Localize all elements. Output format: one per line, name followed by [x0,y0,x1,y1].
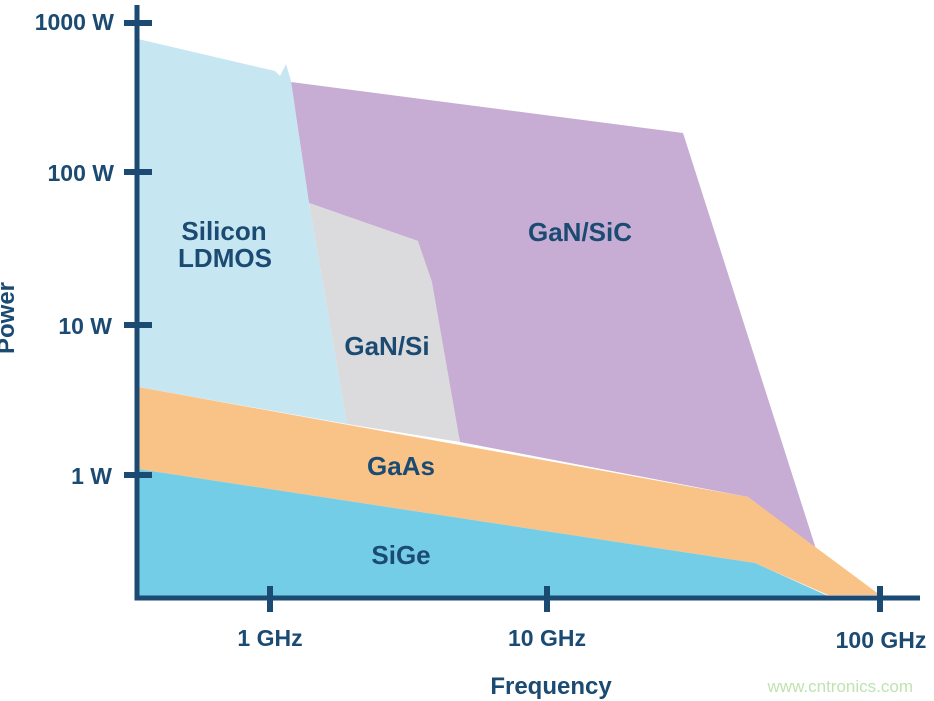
x-tick-label-100ghz: 100 GHz [836,627,927,653]
watermark-text: www.cntronics.com [767,677,913,696]
y-tick-label-1000w: 1000 W [35,9,115,35]
region-label-gan-si: GaN/Si [344,331,429,361]
x-axis-title: Frequency [490,673,612,700]
region-label-silicon-ldmos-line2: LDMOS [178,243,272,273]
y-axis-title: Power [0,282,20,354]
region-label-gaas: GaAs [367,451,435,481]
x-tick-label-1ghz: 1 GHz [237,625,302,651]
region-label-sige: SiGe [371,540,430,570]
region-label-gan-sic: GaN/SiC [528,217,632,247]
region-gan-si [309,203,460,442]
region-label-silicon-ldmos-line1: Silicon [181,216,266,246]
y-tick-label-1w: 1 W [71,463,112,489]
y-tick-label-100w: 100 W [48,160,115,186]
region-gan-sic [291,82,816,549]
y-tick-label-10w: 10 W [58,313,112,339]
region-sige [138,469,828,596]
x-tick-label-10ghz: 10 GHz [508,625,586,651]
region-gaas [138,387,880,595]
region-silicon-ldmos [138,39,347,424]
